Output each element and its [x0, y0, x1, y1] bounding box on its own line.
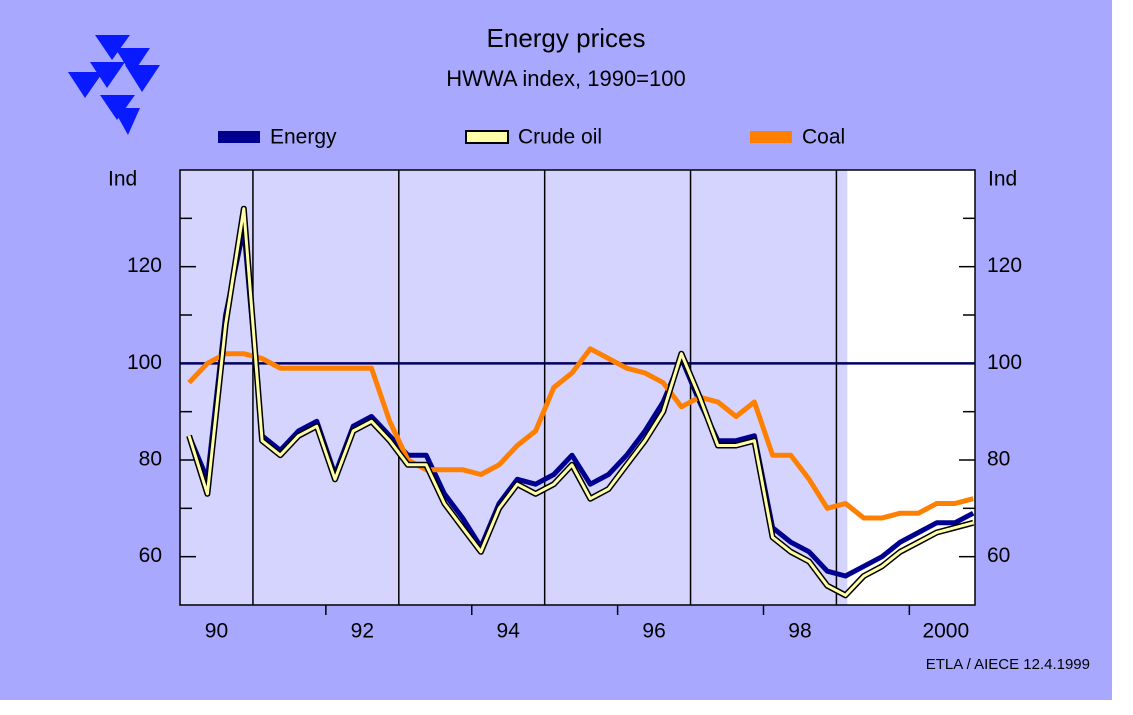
series-line [187, 346, 974, 521]
x-tick-label: 98 [788, 620, 811, 643]
x-tick-label: 94 [497, 620, 521, 643]
legend-swatch [750, 131, 792, 143]
y-tick-label: 80 [987, 448, 1010, 471]
x-tick-label: 92 [351, 620, 374, 643]
y-tick-label: 120 [987, 254, 1022, 277]
legend-swatch [218, 131, 260, 143]
x-tick-label: 90 [205, 620, 228, 643]
logo [68, 35, 160, 135]
plot-area [180, 170, 975, 605]
y-tick-label: 100 [987, 351, 1022, 374]
legend-label: Coal [802, 126, 845, 149]
series-line [187, 207, 974, 597]
y-tick-label: 60 [987, 544, 1010, 567]
chart-title: Energy prices [487, 23, 646, 53]
y-tick-label: 60 [139, 544, 162, 567]
y-tick-label: 80 [139, 448, 162, 471]
legend-swatch [465, 130, 509, 144]
x-tick-label: 96 [642, 620, 665, 643]
x-tick-label: 2000 [922, 620, 969, 643]
chart-subtitle: HWWA index, 1990=100 [446, 66, 686, 91]
plot-frame [179, 169, 976, 606]
y-axis-label: Ind [108, 168, 137, 191]
y-tick-label: 100 [127, 351, 162, 374]
forecast-area [847, 170, 975, 605]
legend-label: Energy [270, 126, 337, 149]
source: ETLA / AIECE 12.4.1999 [926, 656, 1090, 673]
y-tick-label: 120 [127, 254, 162, 277]
legend-label: Crude oil [518, 126, 602, 149]
y-axis-label: Ind [988, 168, 1017, 191]
